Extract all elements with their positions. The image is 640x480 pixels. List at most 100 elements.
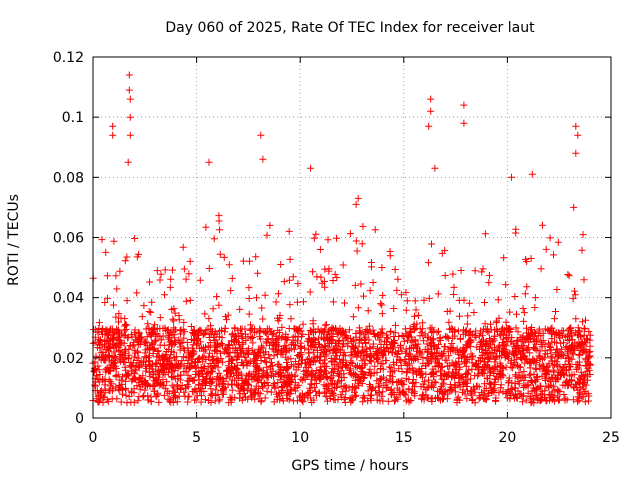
data-point	[246, 257, 253, 265]
data-point	[323, 373, 330, 380]
data-point	[354, 304, 362, 312]
data-point	[369, 340, 377, 348]
data-point	[581, 398, 589, 406]
data-point	[535, 352, 543, 360]
data-point	[530, 357, 538, 365]
data-point	[485, 379, 493, 387]
data-point	[563, 378, 571, 386]
data-point	[257, 327, 265, 335]
data-point	[141, 349, 149, 357]
data-point	[549, 361, 557, 369]
data-point	[135, 362, 143, 370]
data-point	[375, 383, 383, 391]
data-point	[154, 348, 162, 355]
data-point	[106, 386, 114, 394]
data-point	[533, 337, 540, 345]
data-point	[556, 363, 564, 371]
data-point	[263, 369, 271, 377]
data-point	[161, 324, 169, 332]
data-point	[326, 347, 334, 355]
data-point	[272, 341, 280, 349]
data-point	[320, 278, 328, 285]
data-point	[317, 368, 325, 376]
data-point	[555, 331, 563, 339]
data-point	[463, 376, 471, 384]
data-point	[547, 352, 555, 360]
data-point	[314, 347, 321, 354]
data-point	[102, 338, 110, 345]
data-point	[202, 326, 210, 334]
data-point	[255, 374, 263, 382]
data-point	[198, 384, 206, 392]
data-point	[149, 341, 156, 349]
data-point	[266, 355, 274, 363]
data-point	[347, 359, 355, 366]
data-point	[101, 343, 109, 351]
data-point	[405, 376, 413, 383]
data-point	[510, 392, 518, 400]
data-point	[288, 373, 296, 381]
data-point	[436, 334, 444, 342]
data-point	[491, 380, 499, 388]
data-point	[200, 330, 208, 338]
data-point	[210, 235, 218, 243]
data-point	[519, 332, 527, 340]
data-point	[205, 354, 213, 362]
data-point	[330, 325, 337, 333]
data-point	[208, 330, 216, 338]
data-point	[480, 395, 488, 403]
data-point	[542, 382, 550, 390]
data-point	[586, 360, 594, 368]
data-point	[506, 328, 514, 336]
data-point	[495, 314, 503, 322]
data-point	[385, 363, 393, 371]
data-point	[494, 375, 502, 383]
data-point	[391, 266, 399, 273]
data-point	[542, 377, 549, 384]
data-point	[169, 315, 177, 323]
data-point	[142, 346, 150, 354]
data-point	[347, 365, 354, 373]
data-point	[550, 393, 558, 401]
data-point	[277, 261, 285, 268]
data-point	[112, 313, 120, 321]
data-point	[307, 394, 315, 402]
data-point	[406, 345, 413, 353]
data-point	[352, 384, 360, 392]
data-point	[428, 383, 436, 391]
data-point	[409, 355, 417, 362]
data-point	[375, 382, 382, 390]
data-point	[427, 95, 435, 103]
data-point	[223, 350, 231, 358]
data-point	[119, 358, 127, 366]
data-point	[280, 278, 288, 286]
data-point	[149, 350, 157, 357]
data-point	[579, 385, 587, 393]
data-point	[309, 268, 317, 276]
data-point	[361, 360, 369, 368]
data-point	[263, 231, 271, 239]
data-point	[261, 380, 269, 388]
data-point	[355, 339, 363, 347]
data-point	[565, 381, 572, 389]
data-point	[115, 318, 122, 326]
data-point	[417, 383, 425, 391]
data-point	[227, 398, 235, 406]
data-point	[506, 395, 514, 403]
data-point	[123, 253, 131, 261]
data-point	[242, 372, 250, 380]
data-point	[300, 392, 308, 400]
data-point	[95, 319, 103, 327]
y-tick-label: 0	[75, 411, 84, 427]
data-point	[130, 398, 138, 406]
data-point	[514, 343, 522, 351]
data-point	[177, 371, 185, 379]
data-point	[441, 387, 449, 395]
data-point	[371, 333, 379, 341]
data-point	[239, 257, 247, 265]
data-point	[506, 308, 514, 316]
data-point	[297, 327, 305, 335]
data-point	[193, 332, 201, 339]
